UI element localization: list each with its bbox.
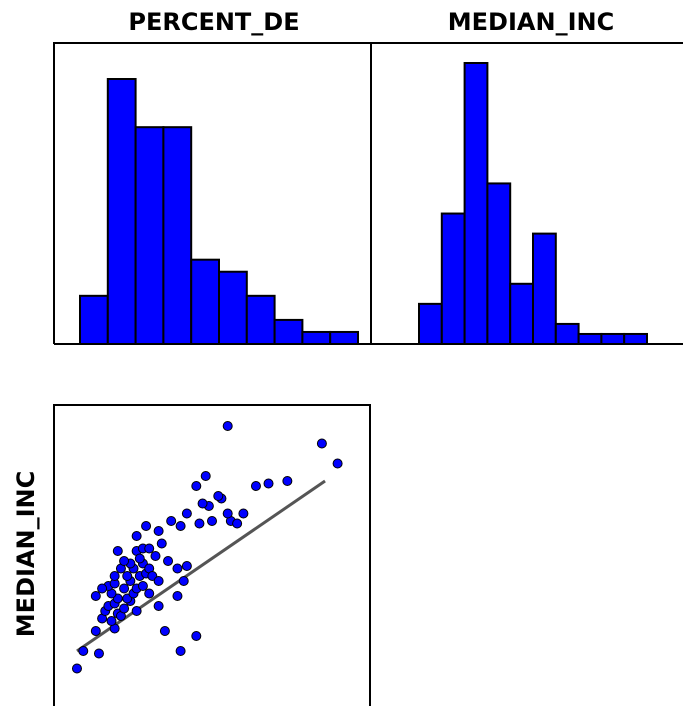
scatter-point <box>78 646 89 656</box>
scatter-point <box>153 576 164 586</box>
histogram-bar <box>440 212 466 345</box>
scatter-point <box>172 563 183 574</box>
scatter-point <box>222 421 233 431</box>
panel-frames <box>53 42 683 706</box>
scatter-point <box>137 581 148 591</box>
frame-scatter <box>53 404 371 706</box>
scatter-point <box>197 498 208 509</box>
histogram-bar <box>162 126 193 345</box>
scatter-point <box>250 481 261 491</box>
scatter-point <box>263 478 274 489</box>
scatter-point <box>141 521 152 531</box>
histogram-bar <box>623 332 649 346</box>
histogram-bar <box>600 332 626 346</box>
histogram-bar <box>418 302 443 346</box>
scatter-point <box>109 571 120 581</box>
scatter-point <box>93 648 104 659</box>
histogram-bar <box>329 330 360 346</box>
histogram-bar <box>509 282 535 345</box>
histogram-bar <box>554 322 580 345</box>
scatter-point <box>156 538 167 549</box>
histogram-bar <box>301 330 332 346</box>
scatter-point <box>144 588 155 599</box>
scatter-point <box>119 583 130 594</box>
histogram-bar <box>106 78 137 345</box>
scatter-point <box>71 663 82 674</box>
scatter-point <box>144 543 155 554</box>
scatter-point <box>181 508 192 519</box>
row-label-median-inc: MEDIAN_INC <box>12 471 40 637</box>
scatter-point <box>134 553 145 564</box>
column-title-percent-de: PERCENT_DE <box>128 8 299 36</box>
scatter-point <box>175 646 186 656</box>
histogram-bar <box>134 126 165 345</box>
frame-percent-de <box>53 42 372 344</box>
scatter-point <box>119 556 130 566</box>
scatter-point <box>106 616 117 626</box>
scatter-point <box>122 571 133 581</box>
scatter-point <box>178 576 189 586</box>
histogram-bar <box>486 182 512 345</box>
scatter-point <box>332 458 343 469</box>
scatter-point <box>316 438 327 449</box>
histogram-bar <box>190 258 220 346</box>
scatter-point <box>194 518 205 529</box>
scatter-point <box>159 626 170 636</box>
histogram-percent-de <box>79 78 360 346</box>
histogram-bar <box>532 232 557 346</box>
scatter-point <box>119 603 130 614</box>
scatter-point <box>213 491 224 501</box>
histogram-bar <box>273 318 304 345</box>
histogram-bar <box>577 332 603 346</box>
histogram-bar <box>463 62 489 345</box>
histogram-bar <box>218 270 248 345</box>
scatter-point <box>200 471 211 481</box>
scatter-point <box>181 561 192 571</box>
histogram-bar <box>245 294 276 345</box>
scatter-point <box>282 476 293 486</box>
scatter-point <box>112 546 123 556</box>
scatter-point <box>191 631 202 641</box>
scatter-point <box>97 583 108 594</box>
scatter-point <box>172 591 183 601</box>
regression-line <box>76 479 326 653</box>
scatter-percent-de-vs-median-inc <box>71 421 343 674</box>
scatter-point <box>90 591 101 601</box>
scatter-point <box>131 606 142 616</box>
column-title-median-inc: MEDIAN_INC <box>448 8 614 36</box>
scatter-point <box>222 508 233 519</box>
scatter-point <box>163 556 174 566</box>
scatter-point <box>207 516 217 526</box>
scatter-point <box>191 481 202 491</box>
scatter-point <box>150 551 161 561</box>
scatter-point <box>153 526 164 536</box>
histogram-bar <box>79 294 109 345</box>
scatter-point <box>232 518 243 529</box>
scatter-point <box>238 508 249 519</box>
scatter-point <box>175 521 186 531</box>
scatter-point <box>90 626 101 636</box>
histogram-median-inc <box>418 62 649 346</box>
scatter-point <box>166 516 177 526</box>
scatter-point <box>131 531 142 541</box>
scatter-point <box>153 601 164 611</box>
